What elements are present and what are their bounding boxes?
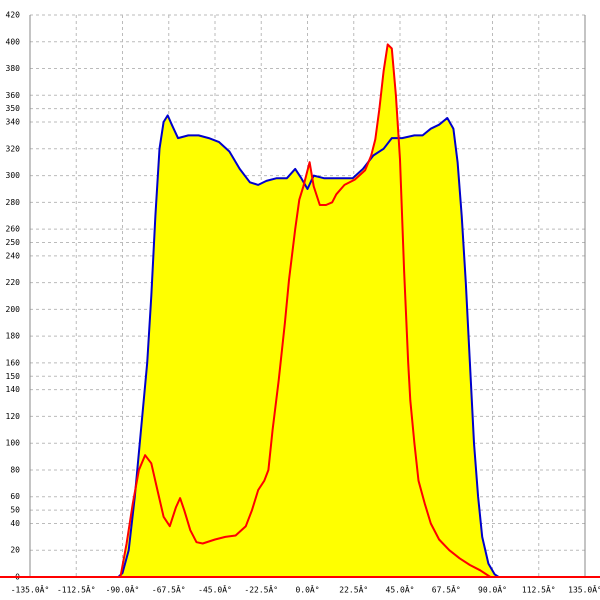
x-tick-label: 22.5Â° <box>339 584 368 595</box>
y-tick-label: 250 <box>6 238 21 247</box>
x-tick-label: -90.0Â° <box>106 584 140 595</box>
x-tick-label: 112.5Â° <box>522 584 556 595</box>
y-tick-label: 360 <box>6 91 21 100</box>
x-tick-label: -22.5Â° <box>244 584 278 595</box>
x-tick-label: -135.0Â° <box>11 584 50 595</box>
y-tick-label: 20 <box>10 546 20 555</box>
y-tick-label: 180 <box>6 332 21 341</box>
y-tick-label: 220 <box>6 278 21 287</box>
x-tick-label: -112.5Â° <box>57 584 96 595</box>
x-tick-label: -67.5Â° <box>152 584 186 595</box>
y-tick-label: 320 <box>6 144 21 153</box>
y-tick-label: 140 <box>6 385 21 394</box>
x-tick-label: 0.0Â° <box>295 584 319 595</box>
y-tick-label: 50 <box>10 506 20 515</box>
area-line <box>117 114 500 578</box>
x-tick-label: -45.0Â° <box>198 584 232 595</box>
x-tick-label: 90.0Â° <box>478 584 507 595</box>
x-tick-label: 67.5Â° <box>432 584 461 595</box>
y-tick-label: 240 <box>6 251 21 260</box>
area-line <box>119 43 491 578</box>
y-tick-label: 280 <box>6 198 21 207</box>
y-tick-label: 260 <box>6 225 21 234</box>
y-tick-label: 400 <box>6 37 21 46</box>
y-tick-label: 380 <box>6 64 21 73</box>
y-tick-label: 340 <box>6 118 21 127</box>
y-tick-label: 300 <box>6 171 21 180</box>
y-tick-label: 150 <box>6 372 21 381</box>
y-tick-label: 80 <box>10 465 20 474</box>
y-tick-label: 40 <box>10 519 20 528</box>
y-tick-label: 200 <box>6 305 21 314</box>
y-tick-label: 160 <box>6 358 21 367</box>
y-tick-label: 120 <box>6 412 21 421</box>
y-tick-label: 350 <box>6 104 21 113</box>
x-tick-label: 45.0Â° <box>386 584 415 595</box>
y-tick-label: 60 <box>10 492 20 501</box>
area-fill <box>120 44 491 577</box>
x-tick-label: 135.0Â° <box>568 584 600 595</box>
y-tick-label: 100 <box>6 439 21 448</box>
y-tick-label: 420 <box>6 11 21 20</box>
